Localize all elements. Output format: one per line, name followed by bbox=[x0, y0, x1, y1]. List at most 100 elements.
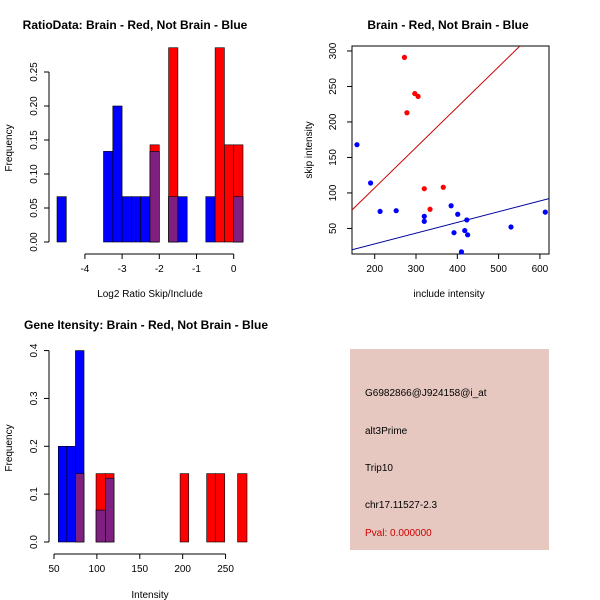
scatter-point-brain bbox=[421, 186, 427, 192]
info-panel-background bbox=[350, 349, 549, 550]
ratio-histogram-panel: RatioData: Brain - Red, Not Brain - Blue… bbox=[4, 18, 248, 300]
gene-bar-brain bbox=[214, 473, 225, 543]
scatter-x-tick-label: 200 bbox=[366, 264, 383, 275]
ratio-y-tick-label: 0.20 bbox=[29, 96, 40, 116]
gene-y-tick-label: 0.4 bbox=[29, 343, 40, 357]
event-type-text: alt3Prime bbox=[365, 426, 408, 437]
scatter-point-brain bbox=[415, 93, 421, 100]
ratio-bar-not-brain bbox=[56, 196, 67, 243]
scatter-y-tick-label: 150 bbox=[328, 149, 339, 166]
ratio-bar-not-brain bbox=[103, 151, 114, 243]
ratio-bar-not-brain bbox=[205, 196, 216, 243]
gene-bar-brain bbox=[179, 473, 189, 543]
scatter-panel: Brain - Red, Not Brain - Blue 200 300 400 5… bbox=[304, 18, 550, 300]
ratio-bar-not-brain bbox=[131, 196, 141, 243]
gene-y-tick-label: 0.0 bbox=[29, 535, 40, 549]
info-panel: G6982866@J924158@i_at alt3Prime Trip10 c… bbox=[350, 349, 549, 550]
scatter-y-tick-label: 200 bbox=[328, 113, 339, 130]
scatter-point-not-brain bbox=[377, 208, 383, 215]
ratio-y-tick-label: 0.00 bbox=[29, 232, 40, 252]
gene-histogram-panel: Gene Itensity: Brain - Red, Not Brain - … bbox=[4, 318, 268, 600]
ratio-histogram-xlabel: Log2 Ratio Skip/Include bbox=[97, 289, 203, 300]
scatter-point-not-brain bbox=[508, 224, 514, 230]
ratio-bar-brain bbox=[224, 144, 234, 243]
scatter-point-not-brain bbox=[455, 211, 461, 217]
scatter-point-brain bbox=[427, 206, 433, 212]
gene-bar-brain bbox=[206, 473, 216, 543]
gene-bar-brain bbox=[237, 473, 248, 543]
scatter-title: Brain - Red, Not Brain - Blue bbox=[367, 18, 529, 32]
scatter-point-brain bbox=[404, 110, 410, 116]
ratio-x-tick-label: -2 bbox=[155, 264, 164, 275]
scatter-x-tick-label: 400 bbox=[449, 264, 466, 275]
scatter-x-tick-label: 300 bbox=[408, 264, 425, 275]
scatter-point-not-brain bbox=[448, 203, 454, 209]
gene-bar-overlap bbox=[105, 477, 115, 543]
scatter-x-tick-label: 600 bbox=[532, 264, 549, 275]
scatter-point-brain bbox=[401, 54, 408, 60]
scatter-point-not-brain bbox=[462, 227, 468, 234]
gene-bar-overlap bbox=[75, 473, 85, 543]
not-brain-regression-line bbox=[352, 198, 549, 251]
gene-x-tick-label: 50 bbox=[48, 564, 60, 575]
probe-id-text: G6982866@J924158@i_at bbox=[365, 388, 487, 399]
scatter-x-tick-label: 500 bbox=[490, 264, 507, 275]
gene-histogram-bars bbox=[57, 350, 248, 543]
scatter-plot-box bbox=[351, 45, 550, 255]
gene-histogram-ylabel: Frequency bbox=[4, 424, 15, 471]
gene-histogram-axes: 50 100 150 200 250 0.0 0.1 0.2 0.3 0.4 bbox=[29, 343, 234, 575]
ratio-bar-overlap bbox=[168, 196, 179, 243]
gene-bar-not-brain bbox=[66, 445, 76, 543]
ratio-histogram-bars bbox=[56, 47, 244, 243]
ratio-histogram-title: RatioData: Brain - Red, Not Brain - Blue bbox=[23, 18, 248, 32]
scatter-point-not-brain bbox=[542, 209, 548, 215]
ratio-bar-overlap bbox=[149, 151, 160, 243]
scatter-point-not-brain bbox=[393, 208, 399, 214]
gene-bar-overlap bbox=[95, 509, 106, 543]
scatter-axes: 200 300 400 500 600 50 100 150 200 250 300 bbox=[328, 42, 549, 275]
ratio-x-tick-label: 0 bbox=[231, 264, 237, 275]
gene-x-tick-label: 250 bbox=[217, 564, 234, 575]
scatter-y-tick-label: 250 bbox=[328, 78, 339, 95]
scatter-point-not-brain bbox=[451, 230, 457, 236]
scatter-point-not-brain bbox=[421, 213, 427, 219]
scatter-point-not-brain bbox=[421, 218, 427, 224]
scatter-point-not-brain bbox=[464, 217, 470, 223]
gene-histogram-title: Gene Itensity: Brain - Red, Not Brain - … bbox=[24, 318, 268, 332]
gene-bar-not-brain bbox=[57, 445, 68, 543]
scatter-y-tick-label: 100 bbox=[328, 184, 339, 201]
gene-y-tick-label: 0.2 bbox=[29, 439, 40, 453]
scatter-content bbox=[352, 46, 549, 255]
location-text: chr17.11527-2.3 bbox=[365, 500, 438, 511]
gene-y-tick-label: 0.3 bbox=[29, 391, 40, 405]
ratio-y-tick-label: 0.15 bbox=[29, 130, 40, 150]
gene-x-tick-label: 150 bbox=[131, 564, 148, 575]
scatter-point-not-brain bbox=[465, 232, 471, 238]
gene-name-text: Trip10 bbox=[365, 463, 393, 474]
ratio-histogram-axes: -4 -3 -2 -1 0 0.00 0.05 0.10 0.15 0.20 0.25 bbox=[29, 62, 237, 275]
scatter-y-tick-label: 50 bbox=[328, 222, 339, 234]
scatter-point-not-brain bbox=[458, 249, 465, 255]
ratio-x-tick-label: -4 bbox=[80, 264, 89, 275]
scatter-y-tick-label: 300 bbox=[328, 42, 339, 59]
ratio-bar-not-brain bbox=[177, 196, 188, 243]
pval-text: Pval: 0.000000 bbox=[365, 528, 432, 539]
gene-x-tick-label: 200 bbox=[174, 564, 191, 575]
scatter-xlabel: include intensity bbox=[413, 289, 484, 300]
ratio-y-tick-label: 0.25 bbox=[29, 62, 40, 82]
gene-histogram-xlabel: Intensity bbox=[131, 590, 168, 600]
ratio-bar-not-brain bbox=[121, 196, 132, 243]
scatter-point-not-brain bbox=[367, 180, 374, 186]
ratio-x-tick-label: -1 bbox=[192, 264, 201, 275]
ratio-bar-not-brain bbox=[140, 196, 151, 243]
scatter-ylabel: skip intensity bbox=[304, 121, 315, 178]
ratio-histogram-ylabel: Frequency bbox=[4, 124, 15, 171]
ratio-y-tick-label: 0.05 bbox=[29, 198, 40, 218]
scatter-point-brain bbox=[440, 184, 446, 190]
gene-y-tick-label: 0.1 bbox=[29, 487, 40, 501]
ratio-x-tick-label: -3 bbox=[118, 264, 127, 275]
gene-x-tick-label: 100 bbox=[89, 564, 106, 575]
scatter-point-not-brain bbox=[354, 142, 360, 148]
ratio-bar-overlap bbox=[233, 196, 244, 243]
